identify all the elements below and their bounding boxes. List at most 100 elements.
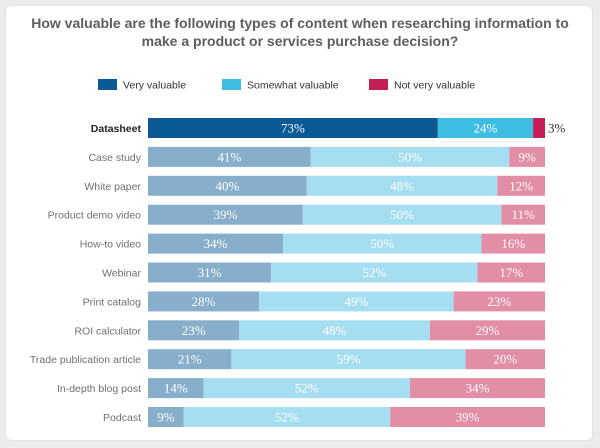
data-label: 23%: [487, 294, 511, 309]
category-label: In-depth blog post: [57, 383, 141, 395]
bar-segment-very-valuable: [148, 204, 303, 225]
data-label: 3%: [548, 121, 566, 136]
data-label: 12%: [509, 178, 533, 193]
bar-segment-very-valuable: [148, 407, 184, 427]
category-label: Datasheet: [91, 123, 142, 135]
data-label: 9%: [157, 410, 175, 425]
data-label: 52%: [275, 410, 299, 425]
bar-row-roi-calculator: ROI calculator 23% 48% 29%: [74, 320, 545, 341]
data-label: 16%: [501, 236, 525, 251]
category-label: ROI calculator: [74, 325, 141, 337]
bar-row-in-depth-blog-post: In-depth blog post 14% 52% 34%: [57, 378, 545, 399]
chart-title-line-2: make a product or services purchase deci…: [141, 33, 459, 49]
bar-row-datasheet: Datasheet 73% 24% 3%: [91, 118, 566, 138]
data-label: 11%: [511, 207, 535, 222]
bar-row-product-demo-video: Product demo video 39% 50% 11%: [48, 204, 545, 225]
chart-bars: Datasheet 73% 24% 3% Case study 41% 50% 9% White…: [30, 118, 566, 427]
bar-segment-very-valuable: [148, 233, 283, 254]
legend-label-not-very-valuable: Not very valuable: [394, 80, 475, 92]
bar-segment-not-very-valuable: [477, 262, 545, 283]
bar-segment-very-valuable: [148, 349, 232, 370]
bar-segment-very-valuable: [148, 378, 204, 399]
data-label: 52%: [295, 381, 319, 396]
bar-segment-very-valuable: [148, 262, 272, 283]
category-label: Print catalog: [83, 296, 142, 308]
category-label: Trade publication article: [30, 354, 141, 366]
category-label: Webinar: [102, 268, 141, 280]
bar-segment-somewhat-valuable: [271, 262, 478, 283]
bar-segment-somewhat-valuable: [302, 204, 502, 225]
bar-segment-somewhat-valuable: [203, 378, 411, 399]
category-label: How-to video: [80, 239, 141, 251]
data-label: 73%: [281, 121, 305, 136]
bar-segment-not-very-valuable: [465, 349, 545, 370]
bar-row-print-catalog: Print catalog 28% 49% 23%: [83, 291, 545, 312]
data-label: 9%: [518, 149, 536, 164]
bar-segment-somewhat-valuable: [239, 320, 430, 341]
bar-segment-somewhat-valuable: [306, 175, 498, 196]
data-label: 28%: [192, 294, 216, 309]
data-label: 59%: [337, 352, 361, 367]
bar-row-trade-publication-article: Trade publication article 21% 59% 20%: [30, 349, 545, 370]
category-label: Podcast: [103, 412, 141, 424]
data-label: 50%: [370, 236, 394, 251]
bar-segment-not-very-valuable: [390, 407, 545, 427]
legend-swatch-somewhat-valuable: [222, 79, 241, 90]
legend-label-very-valuable: Very valuable: [123, 80, 186, 92]
data-label: 34%: [204, 236, 228, 251]
chart-title-line-1: How valuable are the following types of …: [31, 15, 569, 31]
bar-row-podcast: Podcast 9% 52% 39%: [103, 407, 545, 427]
data-label: 49%: [345, 294, 369, 309]
data-label: 23%: [182, 323, 206, 338]
data-label: 21%: [178, 352, 202, 367]
legend-label-somewhat-valuable: Somewhat valuable: [247, 80, 339, 92]
data-label: 50%: [390, 207, 414, 222]
data-label: 17%: [499, 265, 523, 280]
data-label: 29%: [476, 323, 500, 338]
bar-row-webinar: Webinar 31% 52% 17%: [102, 262, 545, 283]
bar-segment-somewhat-valuable: [282, 233, 482, 254]
bar-row-how-to-video: How-to video 34% 50% 16%: [80, 233, 545, 254]
data-label: 20%: [493, 352, 517, 367]
bar-segment-somewhat-valuable: [310, 146, 510, 167]
bar-segment-very-valuable: [148, 175, 307, 196]
bar-segment-very-valuable: [148, 118, 438, 138]
bar-segment-not-very-valuable: [453, 291, 545, 312]
bar-segment-not-very-valuable: [410, 378, 545, 399]
bar-segment-very-valuable: [148, 291, 260, 312]
bar-segment-very-valuable: [148, 320, 240, 341]
category-label: Product demo video: [48, 210, 142, 222]
data-label: 14%: [164, 381, 188, 396]
bar-segment-not-very-valuable: [429, 320, 545, 341]
data-label: 48%: [390, 178, 414, 193]
bar-segment-somewhat-valuable: [437, 118, 534, 138]
data-label: 50%: [398, 149, 422, 164]
data-label: 39%: [213, 207, 237, 222]
data-label: 40%: [215, 178, 239, 193]
data-label: 39%: [456, 410, 480, 425]
bar-segment-not-very-valuable: [533, 118, 545, 138]
data-label: 31%: [198, 265, 222, 280]
category-label: White paper: [84, 181, 141, 193]
data-label: 41%: [217, 149, 241, 164]
chart-title: How valuable are the following types of …: [20, 14, 580, 50]
bar-segment-not-very-valuable: [509, 146, 545, 167]
bar-segment-very-valuable: [148, 146, 311, 167]
category-label: Case study: [88, 152, 141, 164]
data-label: 52%: [362, 265, 386, 280]
bar-segment-somewhat-valuable: [231, 349, 466, 370]
bar-row-case-study: Case study 41% 50% 9%: [88, 146, 545, 167]
data-label: 34%: [466, 381, 490, 396]
data-label: 48%: [323, 323, 347, 338]
legend-swatch-very-valuable: [98, 79, 117, 90]
legend-swatch-not-very-valuable: [369, 79, 388, 90]
bar-segment-somewhat-valuable: [183, 407, 391, 427]
bar-segment-not-very-valuable: [481, 233, 545, 254]
chart-legend: Very valuable Somewhat valuable Not very v…: [98, 79, 475, 92]
bar-segment-not-very-valuable: [501, 204, 545, 225]
bar-row-white-paper: White paper 40% 48% 12%: [84, 175, 545, 196]
bar-segment-somewhat-valuable: [259, 291, 454, 312]
bar-segment-not-very-valuable: [497, 175, 545, 196]
data-label: 24%: [474, 121, 498, 136]
